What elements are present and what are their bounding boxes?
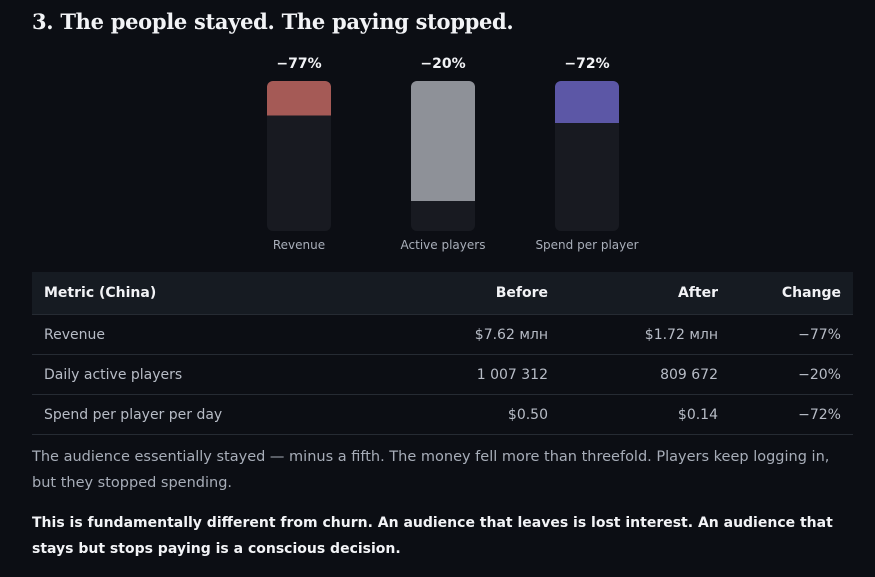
bar-value-label: −20% [420, 56, 465, 72]
table-row: Spend per player per day $0.50 $0.14 −72… [32, 394, 853, 435]
header-before: Before [386, 272, 560, 315]
row-after: 809 672 [560, 354, 730, 395]
row-after: $0.14 [560, 394, 730, 435]
bar-active-players [411, 81, 475, 201]
bar-category-label: Revenue [273, 238, 325, 252]
bar-category-label: Active players [401, 238, 486, 252]
row-metric: Spend per player per day [32, 394, 386, 435]
bar-track-revenue [267, 81, 331, 231]
table-header-row: Metric (China) Before After Change [32, 272, 853, 315]
section-heading: 3. The people stayed. The paying stopped… [32, 9, 514, 34]
summary-paragraph: The audience essentially stayed — minus … [32, 449, 830, 491]
header-metric: Metric (China) [32, 272, 386, 315]
row-before: $7.62 млн [386, 314, 560, 355]
metrics-table: Metric (China) Before After Change Reven… [32, 272, 853, 435]
header-change: Change [730, 272, 853, 315]
row-after: $1.72 млн [560, 314, 730, 355]
bar-spend-per-player [555, 81, 619, 123]
table-row: Revenue $7.62 млн $1.72 млн −77% [32, 314, 853, 355]
bar-revenue [267, 81, 331, 116]
row-change: −20% [730, 354, 853, 395]
table-row: Daily active players 1 007 312 809 672 −… [32, 354, 853, 395]
change-bar-chart: −77% Revenue −20% Active players −72% Spend p… [267, 56, 639, 252]
row-change: −77% [730, 314, 853, 355]
bar-value-label: −77% [276, 56, 321, 72]
row-metric: Revenue [32, 314, 386, 355]
row-before: 1 007 312 [386, 354, 560, 395]
bar-value-label: −72% [564, 56, 609, 72]
row-before: $0.50 [386, 394, 560, 435]
row-metric: Daily active players [32, 354, 386, 395]
bar-category-label: Spend per player [535, 238, 638, 252]
conclusion-paragraph: This is fundamentally different from chu… [32, 515, 833, 557]
header-after: After [560, 272, 730, 315]
row-change: −72% [730, 394, 853, 435]
